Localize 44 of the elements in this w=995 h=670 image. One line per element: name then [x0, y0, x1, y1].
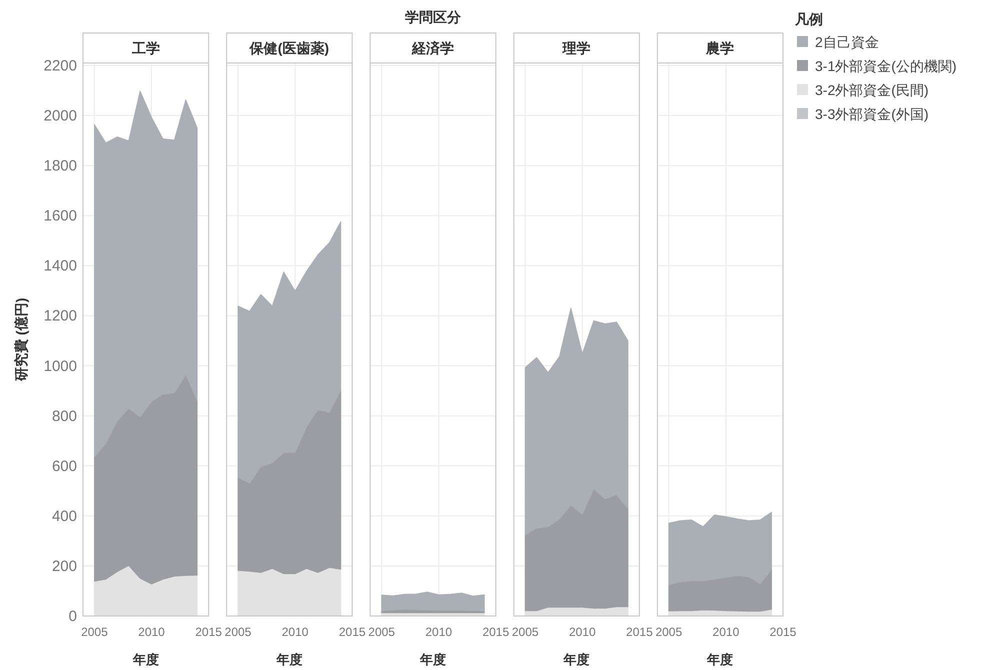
- legend-label: 3-2外部資金(民間): [815, 82, 929, 98]
- y-tick-label: 0: [68, 608, 77, 625]
- x-axis-title: 年度: [275, 652, 302, 667]
- y-axis-title: 研究費 (億円): [13, 298, 29, 382]
- legend-title: 凡例: [794, 11, 823, 27]
- chart-title: 工学: [130, 40, 160, 56]
- y-tick-label: 400: [52, 508, 77, 525]
- x-tick-label: 2005: [655, 625, 682, 639]
- y-tick-label: 1400: [44, 258, 77, 275]
- y-tick-label: 2200: [44, 58, 77, 74]
- x-axis-title: 年度: [132, 652, 159, 667]
- chart-title: 経済学: [411, 40, 454, 56]
- x-tick-label: 2005: [368, 625, 396, 639]
- y-tick-label: 1000: [44, 358, 77, 375]
- chart-title: 保健(医歯薬): [248, 40, 330, 56]
- x-tick-label: 2010: [568, 625, 596, 639]
- y-tick-label: 600: [52, 458, 77, 475]
- x-tick-label: 2010: [425, 625, 452, 639]
- legend-label: 2自己資金: [815, 34, 879, 50]
- x-tick-label: 2015: [770, 625, 797, 639]
- x-tick-label: 2010: [138, 625, 166, 639]
- y-tick-label: 1600: [44, 208, 77, 225]
- y-tick-label: 800: [52, 408, 77, 425]
- x-tick-label: 2015: [338, 625, 366, 639]
- y-tick-label: 1200: [44, 308, 77, 325]
- x-axis-title: 年度: [706, 652, 734, 667]
- chart-title: 理学: [562, 40, 591, 56]
- y-tick-label: 200: [52, 558, 77, 575]
- x-tick-label: 2010: [712, 625, 740, 639]
- x-tick-label: 2015: [482, 625, 510, 639]
- text: 学問区分: [405, 9, 462, 25]
- x-axis-title: 年度: [419, 652, 446, 667]
- legend-label: 3-1外部資金(公的機関): [815, 58, 957, 74]
- x-tick-label: 2005: [81, 625, 108, 639]
- x-tick-label: 2015: [195, 625, 222, 639]
- x-tick-label: 2015: [626, 625, 654, 639]
- chart-title: 農学: [705, 40, 734, 56]
- x-axis-title: 年度: [562, 652, 590, 667]
- legend-label: 3-3外部資金(外国): [815, 106, 929, 122]
- x-tick-label: 2005: [512, 625, 539, 639]
- y-tick-label: 2000: [44, 108, 77, 125]
- x-tick-label: 2005: [224, 625, 252, 639]
- y-tick-label: 1800: [44, 158, 77, 175]
- x-tick-label: 2010: [282, 625, 309, 639]
